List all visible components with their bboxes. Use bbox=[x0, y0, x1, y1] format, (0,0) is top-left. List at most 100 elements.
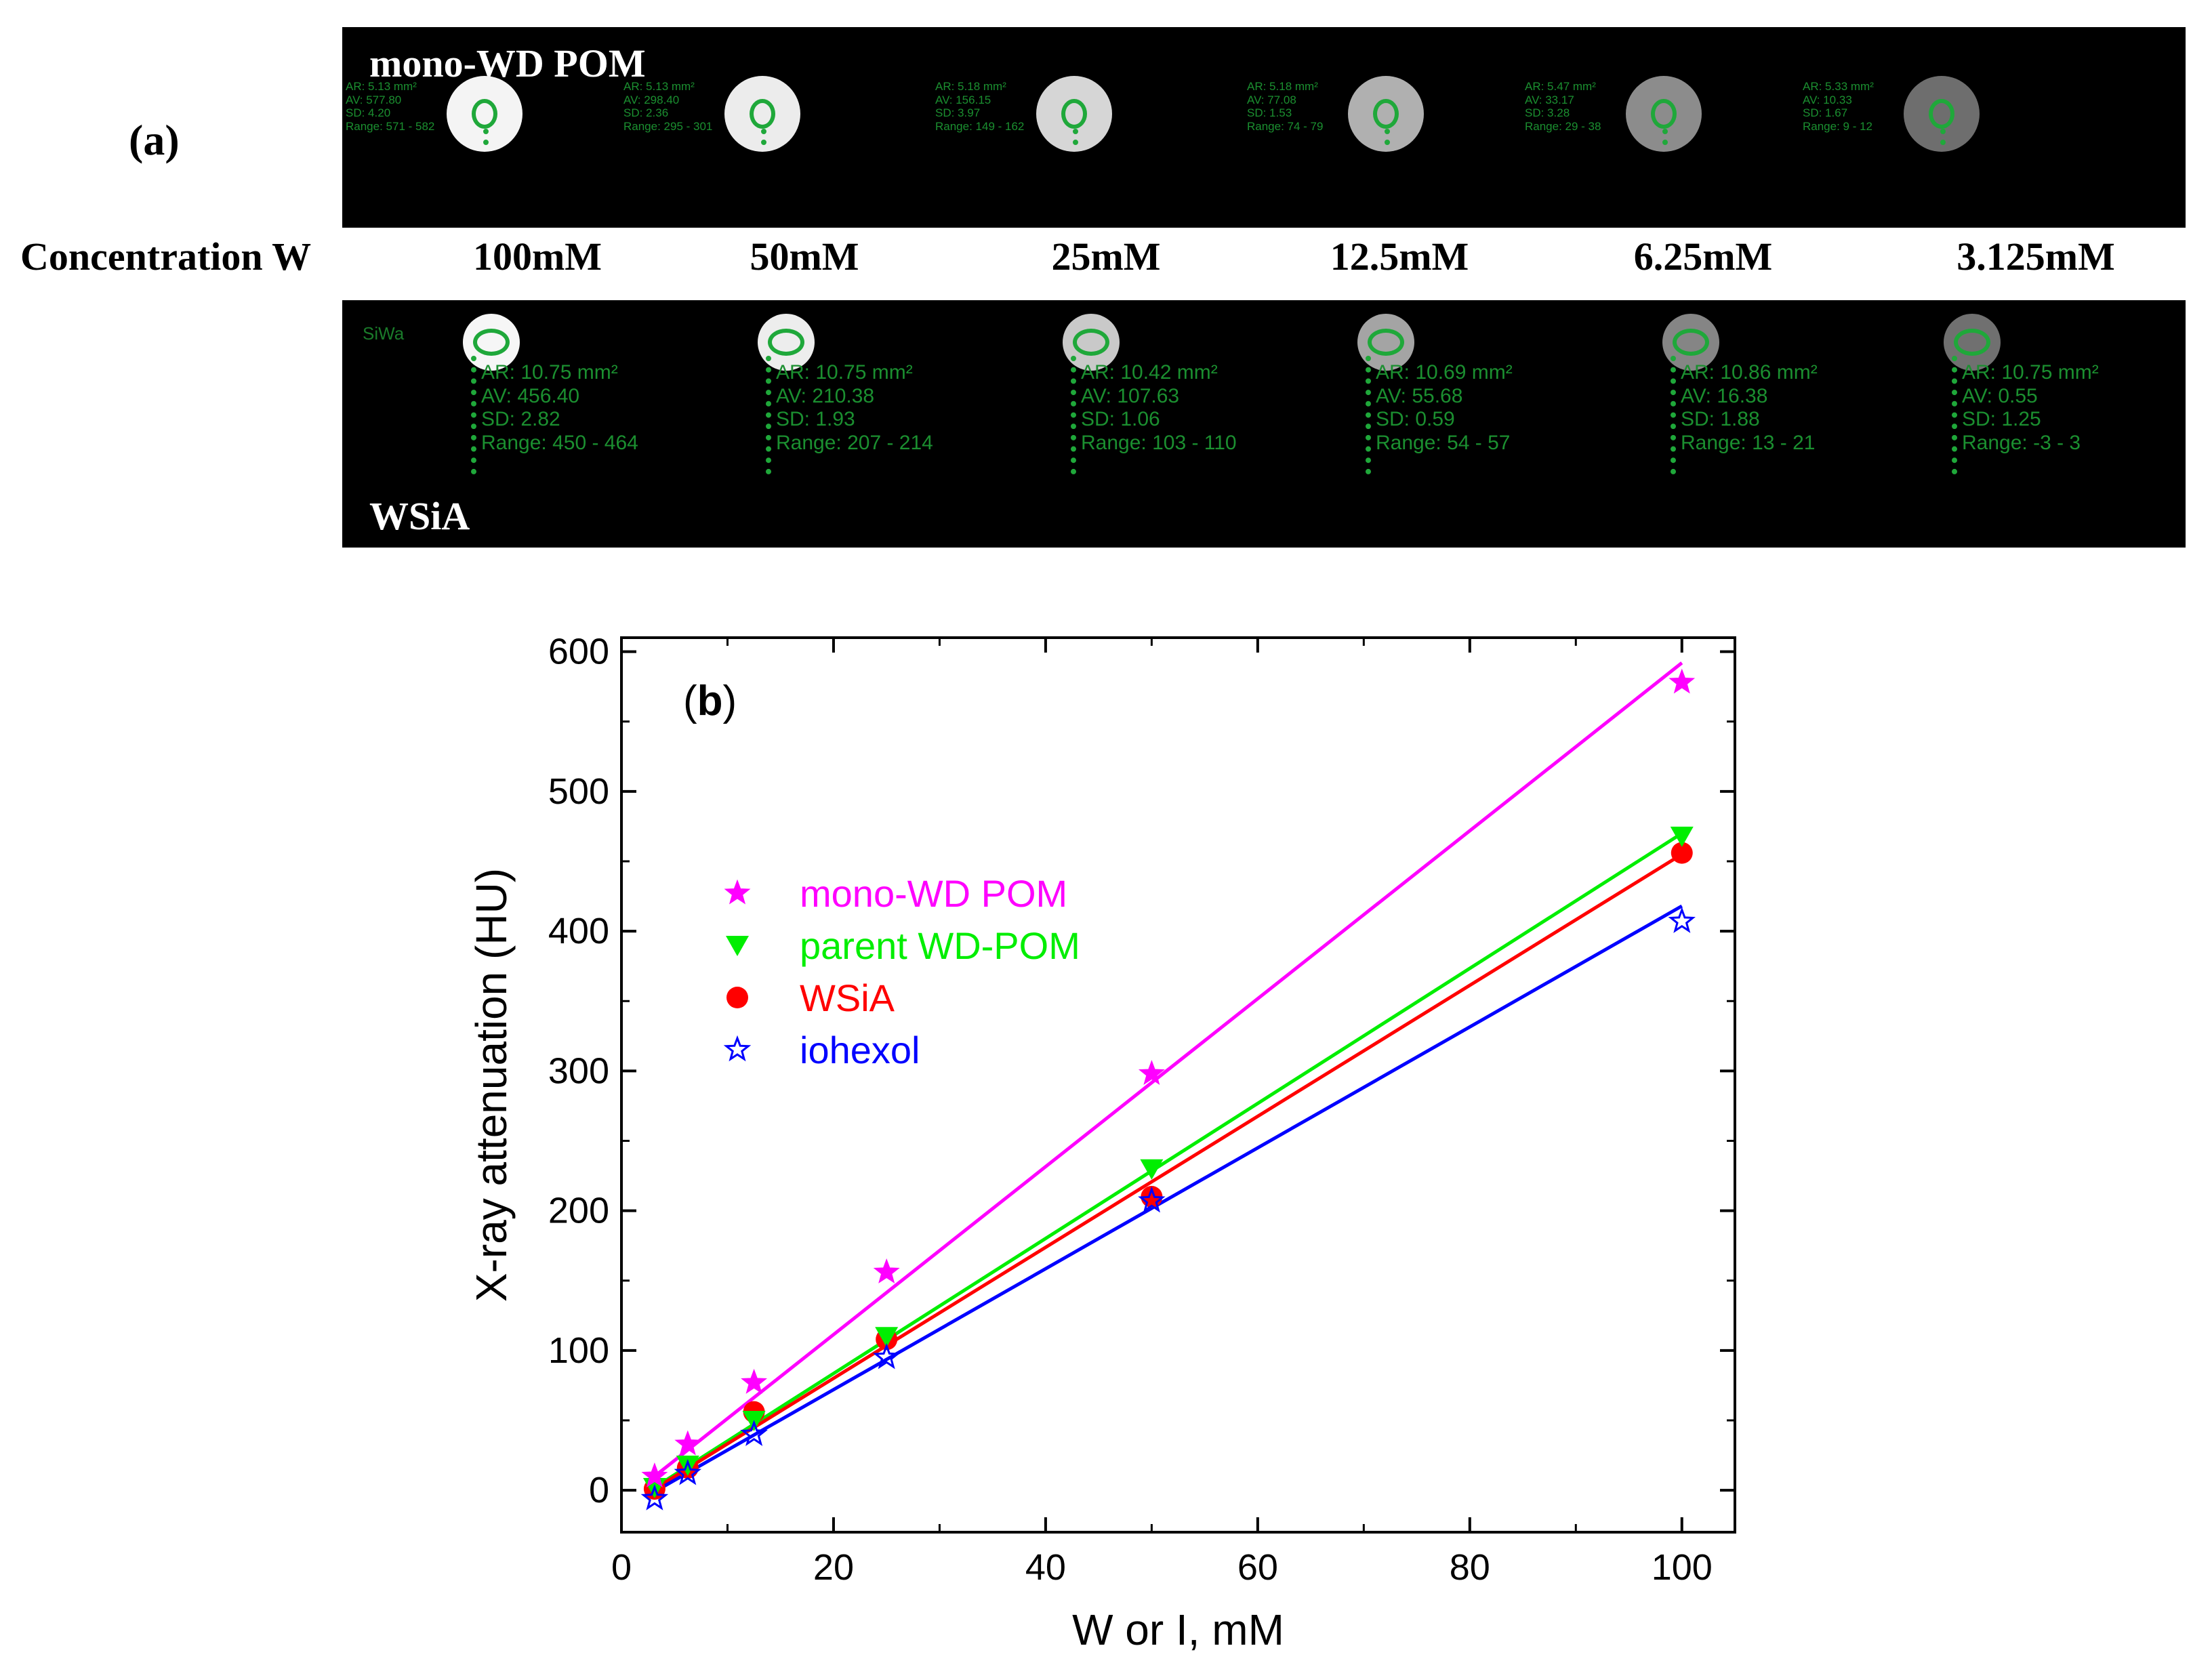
roi-stat-range: Range: 9 - 12 bbox=[1803, 119, 1873, 133]
x-tick-label: 0 bbox=[611, 1547, 632, 1588]
concentration-label: 12.5mM bbox=[1330, 234, 1469, 279]
roi-stat-sd: SD: 1.25 bbox=[1962, 408, 2041, 430]
data-point-iohexol bbox=[674, 1459, 702, 1485]
concentration-label: 50mM bbox=[750, 234, 859, 279]
data-point-iohexol bbox=[740, 1420, 768, 1446]
data-point-parent-wd-pom bbox=[1670, 826, 1694, 847]
y-tick-label: 500 bbox=[548, 771, 609, 812]
y-tick-label: 200 bbox=[548, 1191, 609, 1231]
roi-leader-line bbox=[1940, 129, 1951, 145]
roi-stat-av: AV: 156.15 bbox=[935, 93, 991, 106]
roi-stat-sd: SD: 4.20 bbox=[346, 106, 391, 120]
roi-stat-av: AV: 10.33 bbox=[1803, 93, 1852, 106]
x-tick-label: 100 bbox=[1652, 1547, 1713, 1588]
roi-stat-ar: AR: 10.42 mm² bbox=[1081, 361, 1218, 384]
roi-stats-text: AR: 10.42 mm² AV: 107.63 SD: 1.06 Range: 10… bbox=[1081, 361, 1237, 455]
concentration-label: 25mM bbox=[1051, 234, 1161, 279]
roi-stats-text: AR: 5.18 mm² AV: 77.08 SD: 1.53 Range: 74 -… bbox=[1247, 80, 1323, 133]
roi-stat-ar: AR: 10.86 mm² bbox=[1681, 361, 1818, 384]
plot-frame bbox=[620, 636, 1736, 1534]
roi-leader-line bbox=[1366, 356, 1376, 474]
roi-stat-sd: SD: 0.59 bbox=[1376, 408, 1455, 430]
data-point-mono-wd-pom bbox=[674, 1430, 701, 1456]
roi-stat-av: AV: 55.68 bbox=[1376, 384, 1463, 407]
data-point-mono-wd-pom bbox=[641, 1462, 668, 1488]
y-tick-label: 300 bbox=[548, 1050, 609, 1091]
y-axis-label: X-ray attenuation (HU) bbox=[467, 868, 516, 1302]
roi-circle bbox=[1368, 329, 1404, 356]
roi-stat-sd: SD: 1.93 bbox=[776, 408, 855, 430]
roi-stat-ar: AR: 10.75 mm² bbox=[481, 361, 618, 384]
roi-stat-range: Range: 103 - 110 bbox=[1081, 431, 1237, 454]
roi-stat-sd: SD: 1.53 bbox=[1247, 106, 1292, 120]
roi-leader-line bbox=[471, 356, 482, 474]
roi-circle bbox=[1373, 99, 1399, 129]
roi-stats-text: AR: 5.33 mm² AV: 10.33 SD: 1.67 Range: 9 - … bbox=[1803, 80, 1874, 133]
roi-leader-line bbox=[1071, 356, 1082, 474]
data-point-iohexol bbox=[1138, 1186, 1166, 1213]
roi-leader-line bbox=[761, 129, 772, 145]
legend-marker-parent-wd-pom bbox=[726, 936, 749, 956]
roi-stat-sd: SD: 1.88 bbox=[1681, 408, 1760, 430]
roi-stat-ar: AR: 5.47 mm² bbox=[1525, 80, 1596, 93]
roi-stats-text: AR: 10.75 mm² AV: 210.38 SD: 1.93 Range: 20… bbox=[776, 361, 933, 455]
roi-stats-text: AR: 5.13 mm² AV: 298.40 SD: 2.36 Range: 295… bbox=[623, 80, 712, 133]
y-tick-label: 100 bbox=[548, 1330, 609, 1371]
data-point-iohexol bbox=[640, 1484, 669, 1510]
fit-line-iohexol bbox=[653, 904, 1683, 1494]
roi-stat-sd: SD: 3.28 bbox=[1525, 106, 1570, 120]
data-point-mono-wd-pom bbox=[1138, 1060, 1165, 1086]
roi-stat-ar: AR: 5.13 mm² bbox=[623, 80, 695, 93]
roi-stat-range: Range: 571 - 582 bbox=[346, 119, 435, 133]
x-tick-label: 80 bbox=[1450, 1547, 1490, 1588]
x-axis-label: W or I, mM bbox=[1072, 1605, 1284, 1654]
roi-stat-av: AV: 456.40 bbox=[481, 384, 580, 407]
roi-leader-line bbox=[1952, 356, 1963, 474]
roi-stat-range: Range: 29 - 38 bbox=[1525, 119, 1601, 133]
fit-line-parent-wd-pom bbox=[653, 831, 1683, 1489]
roi-leader-line bbox=[1671, 356, 1681, 474]
roi-stat-ar: AR: 5.18 mm² bbox=[1247, 80, 1318, 93]
legend-label: mono-WD POM bbox=[800, 872, 1067, 915]
data-point-mono-wd-pom bbox=[1668, 668, 1696, 694]
roi-stat-av: AV: 107.63 bbox=[1081, 384, 1180, 407]
strip-title: mono-WD POM bbox=[369, 41, 646, 85]
roi-stat-av: AV: 77.08 bbox=[1247, 93, 1296, 106]
roi-circle bbox=[1673, 329, 1709, 356]
roi-leader-line bbox=[483, 129, 494, 145]
roi-circle bbox=[1929, 99, 1954, 129]
roi-stat-sd: SD: 2.36 bbox=[623, 106, 669, 120]
legend-label: parent WD-POM bbox=[800, 924, 1080, 967]
ct-strip-wsia: SiWa WSiA AR: 10.75 mm² AV: 456.40 SD: 2.8… bbox=[342, 300, 2186, 548]
roi-stat-sd: SD: 1.67 bbox=[1803, 106, 1848, 120]
fit-line-mono-wd-pom bbox=[653, 661, 1683, 1478]
panel-b-label: (b) bbox=[683, 678, 737, 724]
y-tick-label: 600 bbox=[548, 632, 609, 672]
roi-stat-sd: SD: 1.06 bbox=[1081, 408, 1160, 430]
roi-stat-ar: AR: 5.13 mm² bbox=[346, 80, 417, 93]
roi-stat-range: Range: 54 - 57 bbox=[1376, 431, 1511, 454]
roi-circle bbox=[472, 99, 497, 129]
attenuation-chart: 0 20 40 60 80 100 0 100 200 300 400 500 600 W or I, m… bbox=[467, 632, 1736, 1654]
roi-stat-range: Range: 207 - 214 bbox=[776, 431, 933, 454]
y-tick-label: 0 bbox=[589, 1470, 609, 1510]
roi-stat-ar: AR: 10.75 mm² bbox=[776, 361, 913, 384]
legend-marker-mono-wd-pom bbox=[724, 879, 751, 905]
roi-stat-range: Range: 295 - 301 bbox=[623, 119, 713, 133]
legend-marker-wsia bbox=[726, 987, 748, 1008]
roi-stat-ar: AR: 10.75 mm² bbox=[1962, 361, 2099, 384]
roi-stat-range: Range: 450 - 464 bbox=[481, 431, 638, 454]
panel-a-label: (a) bbox=[129, 116, 180, 164]
roi-stats-text: AR: 10.69 mm² AV: 55.68 SD: 0.59 Range: 54 … bbox=[1376, 361, 1513, 455]
data-point-mono-wd-pom bbox=[741, 1368, 768, 1394]
x-tick-label: 60 bbox=[1237, 1547, 1278, 1588]
concentration-row: Concentration W 100mM 50mM 25mM 12.5mM 6… bbox=[0, 234, 2212, 295]
roi-stats-text: AR: 10.75 mm² AV: 456.40 SD: 2.82 Range: 45… bbox=[481, 361, 638, 455]
roi-stat-ar: AR: 5.33 mm² bbox=[1803, 80, 1874, 93]
concentration-label: 100mM bbox=[472, 234, 602, 279]
roi-stats-text: AR: 10.75 mm² AV: 0.55 SD: 1.25 Range: -3 -… bbox=[1962, 361, 2099, 455]
roi-leader-line bbox=[1662, 129, 1673, 145]
ct-strip-mono-wd-pom: mono-WD POM AR: 5.13 mm² AV: 577.80 SD: 4.… bbox=[342, 27, 2186, 228]
roi-circle bbox=[768, 329, 804, 356]
roi-stat-av: AV: 33.17 bbox=[1525, 93, 1574, 106]
